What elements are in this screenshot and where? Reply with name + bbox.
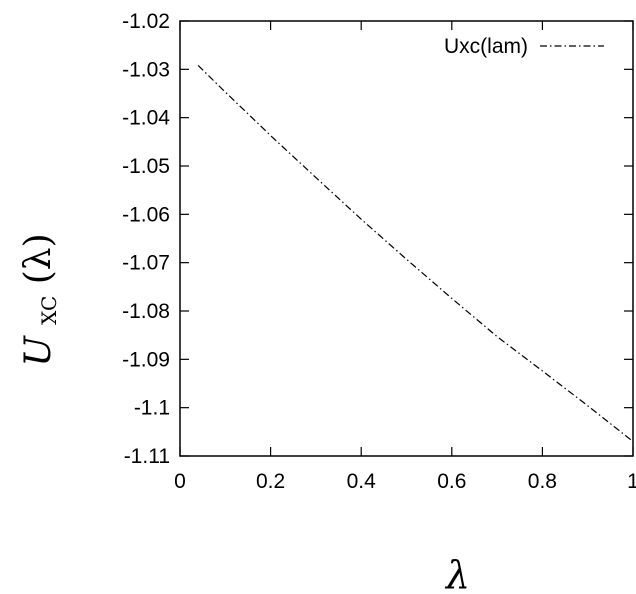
legend: Uxc(lam)	[444, 35, 604, 58]
legend-label: Uxc(lam)	[444, 35, 528, 58]
y-tick-label: -1.02	[122, 10, 170, 33]
x-tick-label: 0.2	[256, 470, 285, 493]
y-axis-ticks: -1.02 -1.03 -1.04 -1.05 -1.06 -1.07 -1.08 -1.09…	[122, 10, 633, 468]
y-axis-label: U XC (λ)	[18, 233, 65, 366]
y-tick-label: -1.09	[122, 348, 170, 371]
series-layer	[197, 65, 634, 442]
x-tick-label: 0	[174, 470, 186, 493]
x-tick-label: 0.4	[347, 470, 377, 493]
x-tick-label: 1	[627, 470, 636, 493]
x-tick-label: 0.8	[528, 470, 557, 493]
y-tick-label: -1.03	[122, 58, 170, 81]
y-tick-label: -1.11	[124, 445, 170, 468]
y-tick-label: -1.05	[122, 155, 170, 178]
series-line	[197, 65, 634, 442]
y-tick-label: -1.04	[122, 107, 170, 130]
svg-text:U XC (λ): U XC (λ)	[18, 233, 65, 366]
y-axis-label-subscript: XC	[37, 296, 61, 325]
x-tick-label: 0.6	[437, 470, 466, 493]
x-axis-label: λ	[444, 553, 470, 594]
y-tick-label: -1.07	[122, 252, 170, 275]
plot-border	[179, 20, 634, 457]
y-tick-label: -1.06	[122, 203, 170, 226]
y-axis-label-symbol: U	[18, 335, 59, 367]
x-axis-ticks: 0 0.2 0.4 0.6 0.8 1	[174, 21, 636, 493]
y-tick-label: -1.08	[122, 300, 170, 323]
y-tick-label: -1.1	[134, 397, 170, 420]
y-axis-label-argument: (λ)	[18, 233, 59, 284]
plot-frame	[179, 20, 634, 457]
